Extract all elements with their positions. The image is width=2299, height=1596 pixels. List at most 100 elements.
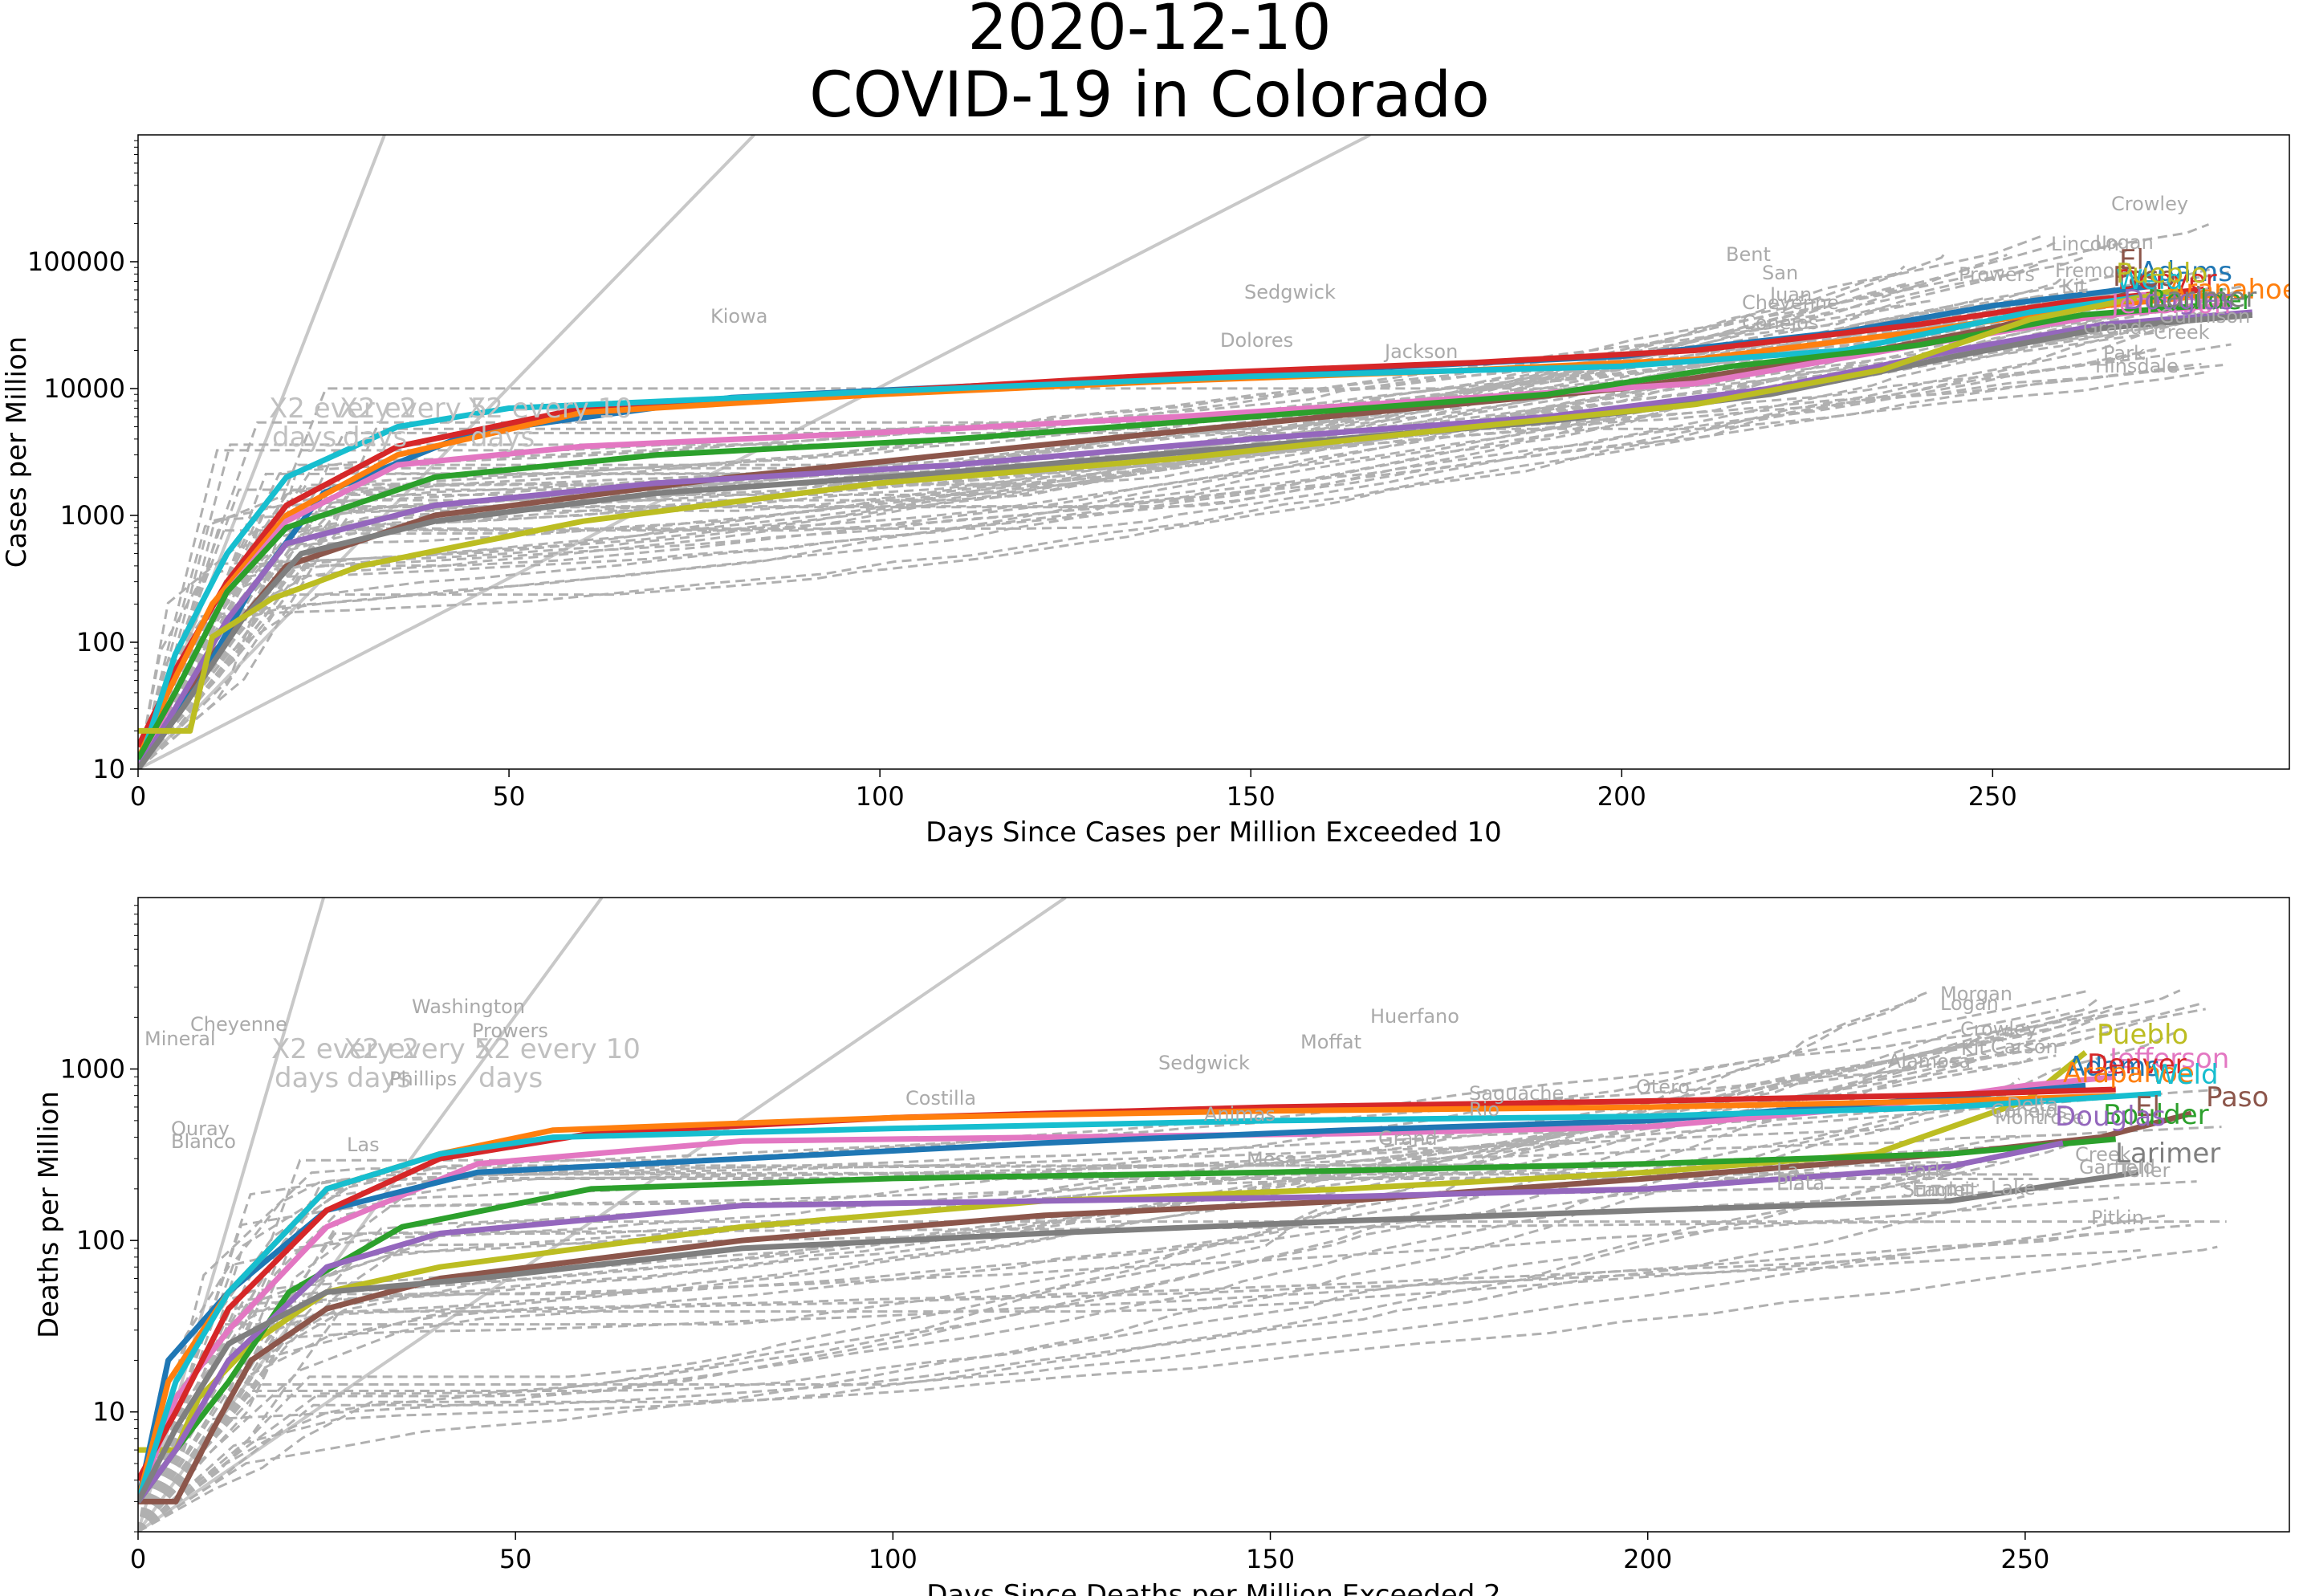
y-axis-label: Cases per Million [1, 336, 33, 568]
county-label: Kit [2061, 275, 2087, 298]
background-series-line [138, 324, 2165, 769]
series-line [138, 1169, 2139, 1504]
county-label: Grande [2083, 316, 2154, 339]
background-series-line [138, 1032, 2175, 1532]
series-line [138, 288, 2179, 769]
county-label: Logan [1940, 992, 1999, 1015]
county-label: Mineral [144, 1028, 216, 1050]
county-label: Sedgwick [1244, 281, 1336, 303]
series-line [138, 311, 2253, 769]
series-end-label: Weld [2116, 264, 2183, 296]
county-label: Otero [1636, 1076, 1690, 1098]
background-series-line [138, 1158, 1976, 1532]
county-label: Gunnison [2159, 305, 2250, 328]
county-label: Creek [2075, 1143, 2131, 1166]
background-series-line [138, 1245, 2218, 1532]
county-label: Dolores [1220, 329, 1293, 352]
y-axis-label: Deaths per Million [33, 1091, 65, 1338]
x-axis-label: Days Since Cases per Million Exceeded 10 [926, 816, 1502, 849]
x-tick-label: 250 [2000, 1544, 2049, 1574]
county-label: Crowley [1960, 1018, 2037, 1040]
reference-line [138, 135, 755, 769]
x-tick-label: 100 [856, 781, 905, 812]
reference-line-label: X2 every 10 [467, 393, 633, 425]
series-line [138, 303, 2201, 761]
background-series-line [138, 1126, 1906, 1532]
county-label: Carson [1991, 1036, 2058, 1058]
y-tick-label: 1000 [60, 1054, 125, 1085]
county-label: Eagle [1912, 1179, 1966, 1201]
background-series-line [138, 294, 2105, 769]
series-end-label: Denver [2087, 1048, 2187, 1081]
county-label: Hinsdale [2095, 355, 2179, 377]
series-end-label: El [2119, 244, 2144, 276]
county-label: Mesa [1247, 1148, 1297, 1171]
background-series-line [138, 274, 2117, 769]
county-label: Pitkin [2091, 1207, 2144, 1229]
reference-line-label: days [275, 1062, 339, 1094]
background-series-line [138, 320, 1974, 769]
background-series-line [138, 1223, 2191, 1532]
county-label: Jackson [1383, 340, 1458, 363]
series-end-label: Paso [2206, 1081, 2268, 1114]
series-end-label: Arapahoe [2167, 274, 2299, 306]
background-series-line [138, 284, 2156, 769]
background-series-line [138, 1015, 2102, 1532]
reference-line-label: days [347, 1062, 411, 1094]
county-label: La [1776, 1159, 1799, 1182]
x-tick-label: 250 [1968, 781, 2017, 812]
x-tick-label: 200 [1623, 1544, 1672, 1574]
background-series-line [138, 1230, 2132, 1532]
county-label: Las [347, 1134, 380, 1156]
county-label: Crowley [2111, 193, 2188, 215]
y-tick-label: 100 [76, 1225, 125, 1256]
series-end-label: Douglas [2055, 1101, 2166, 1133]
county-label: Washington [412, 995, 525, 1018]
reference-line-label: days [470, 421, 535, 454]
reference-line-label: X2 every 5 [340, 393, 487, 425]
y-tick-label: 100000 [27, 246, 125, 277]
background-series-line [138, 1093, 2010, 1532]
county-label: Park [1904, 1159, 1946, 1182]
county-label: Cheyenne [190, 1013, 287, 1036]
background-series-line [138, 324, 2114, 769]
county-label: Ouray [171, 1118, 230, 1140]
series-end-label: Boulder [2147, 284, 2253, 316]
background-series-line [138, 348, 2156, 769]
county-label: Conejos [1742, 311, 1818, 334]
reference-line-label: X2 every 2 [269, 393, 417, 425]
y-tick-label: 10 [92, 1397, 125, 1427]
series-end-label: El [2135, 1091, 2160, 1123]
county-label: Logan [2095, 231, 2154, 254]
county-label: Delta [2007, 1093, 2058, 1116]
series-end-label: Jefferson [2110, 288, 2231, 320]
county-label: Montrose [1995, 1106, 2084, 1129]
series-end-label: Arapahoe [2063, 1057, 2195, 1089]
county-label: Sedgwick [1158, 1052, 1250, 1074]
x-tick-label: 50 [499, 1544, 532, 1574]
x-tick-label: 150 [1246, 1544, 1295, 1574]
series-line [138, 1136, 2117, 1504]
y-tick-label: 1000 [60, 500, 125, 531]
reference-line-label: X2 every 5 [344, 1033, 491, 1065]
county-label: Fremont [2055, 259, 2134, 282]
county-label: Lake [1991, 1177, 2036, 1199]
county-label: Animas [1204, 1103, 1276, 1126]
reference-line-label: days [272, 421, 336, 454]
background-series-line [138, 1220, 1939, 1532]
series-line [138, 1140, 2064, 1504]
county-label: Cheyenne [1742, 291, 1839, 314]
county-label: Huerfano [1370, 1005, 1459, 1028]
series-end-label: Jefferson [2108, 1043, 2229, 1075]
county-label: Bent [1726, 243, 1771, 266]
county-label: Saguache [1469, 1082, 1564, 1105]
background-series-line [138, 1077, 2020, 1532]
county-label: Morgan [1940, 983, 2012, 1005]
background-series-line [138, 991, 1928, 1532]
county-label: Creek [2154, 321, 2210, 344]
axes-frame [137, 897, 2290, 1533]
x-tick-label: 0 [130, 1544, 146, 1574]
chart-title: COVID-19 in Colorado [809, 59, 1490, 132]
background-series-line [138, 1248, 2141, 1532]
